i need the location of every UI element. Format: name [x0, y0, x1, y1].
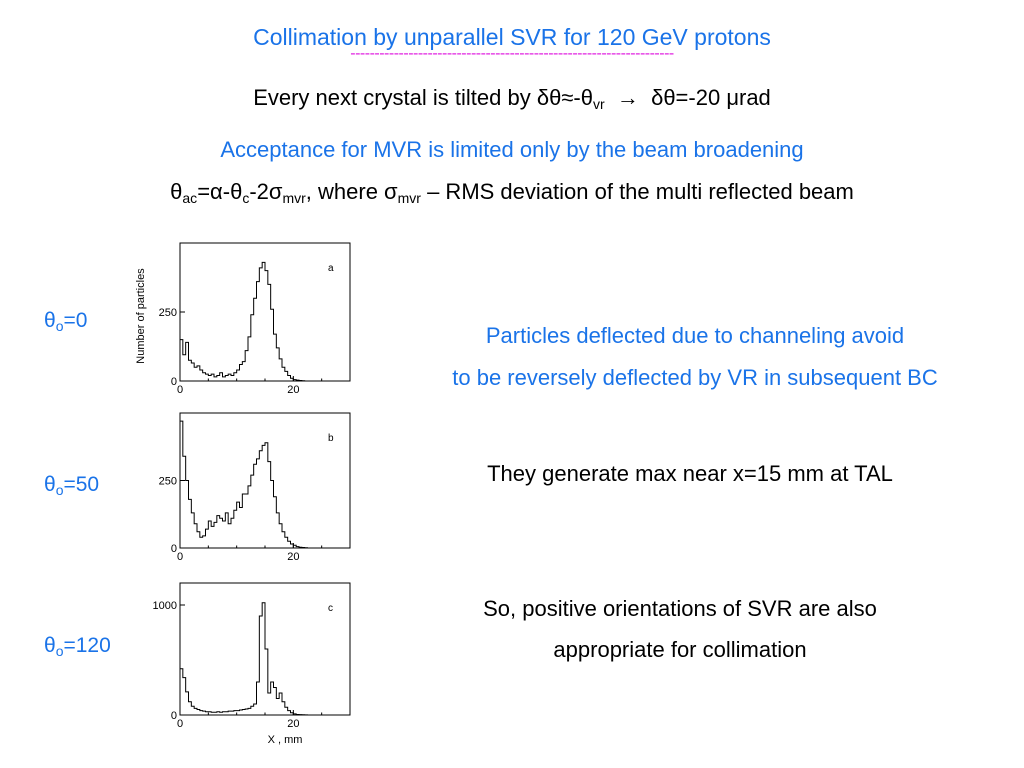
- theta-label-0: θo=0: [44, 309, 88, 334]
- note-channeling-2: to be reversely deflected by VR in subse…: [452, 365, 938, 390]
- histogram-a: 0 20 0 250 a Number of particles: [135, 242, 351, 396]
- theta-label-120: θo=120: [44, 634, 111, 659]
- histogram-line: [179, 420, 350, 549]
- histogram-b: 0 20 0 250 b: [159, 412, 351, 563]
- acceptance-statement: Acceptance for MVR is limited only by th…: [220, 137, 804, 162]
- y-tick-label: 1000: [153, 600, 177, 612]
- slide-title: Collimation by unparallel SVR for 120 Ge…: [253, 24, 771, 50]
- panel-label: a: [328, 263, 334, 274]
- note-max: They generate max near x=15 mm at TAL: [487, 461, 893, 486]
- x-tick-label: 20: [287, 718, 299, 730]
- y-axis-label: Number of particles: [135, 268, 147, 364]
- y-tick-label: 250: [159, 476, 177, 488]
- plot-frame: [179, 412, 351, 549]
- note-orientation-1: So, positive orientations of SVR are als…: [483, 596, 877, 621]
- y-tick-label: 0: [171, 710, 177, 722]
- panel-label: c: [328, 603, 333, 614]
- tilt-statement: Every next crystal is tilted by δθ≈-θvr …: [253, 85, 771, 112]
- note-orientation-2: appropriate for collimation: [553, 637, 807, 662]
- histogram-c: 0 20 0 1000 c X , mm: [153, 582, 351, 746]
- x-tick-label: 0: [177, 718, 183, 730]
- histogram-line: [179, 602, 350, 716]
- note-channeling-1: Particles deflected due to channeling av…: [485, 323, 905, 348]
- title-underline: ----------------------------------------…: [350, 45, 674, 62]
- y-tick-label: 0: [171, 543, 177, 555]
- histogram-line: [179, 261, 350, 382]
- theta-label-50: θo=50: [44, 473, 100, 498]
- x-tick-label: 0: [177, 551, 183, 563]
- x-tick-label: 20: [287, 384, 299, 396]
- acceptance-formula: θac=α-θc-2σmvr, where σmvr – RMS deviati…: [170, 179, 854, 206]
- panel-label: b: [328, 433, 334, 444]
- x-tick-label: 0: [177, 384, 183, 396]
- y-tick-label: 0: [171, 376, 177, 388]
- x-axis-label: X , mm: [268, 734, 303, 746]
- x-tick-label: 20: [287, 551, 299, 563]
- y-tick-label: 250: [159, 307, 177, 319]
